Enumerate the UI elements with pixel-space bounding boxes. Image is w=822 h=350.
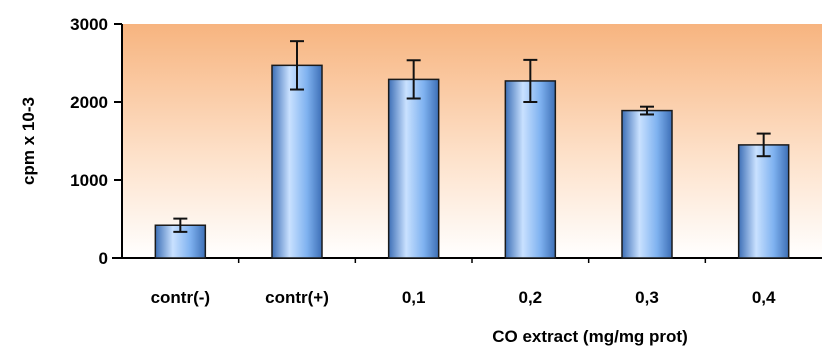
bar xyxy=(737,144,790,259)
y-tick-label: 3000 xyxy=(70,15,108,34)
x-category-label: 0,3 xyxy=(635,288,659,307)
bar xyxy=(504,80,557,259)
x-category-label: 0,2 xyxy=(519,288,543,307)
bar xyxy=(271,64,323,259)
y-axis-title: cpm x 10-3 xyxy=(19,97,38,185)
error-bar xyxy=(406,59,421,100)
error-bar xyxy=(523,58,538,103)
x-category-label: 0,4 xyxy=(752,288,776,307)
x-axis-title: CO extract (mg/mg prot) xyxy=(492,327,688,346)
error-bar xyxy=(756,132,771,158)
bar xyxy=(621,109,673,259)
y-tick-label: 0 xyxy=(99,249,108,268)
x-category-label: 0,1 xyxy=(402,288,426,307)
y-tick-label: 1000 xyxy=(70,171,108,190)
y-axis-ticks: 0 1000 2000 3000 xyxy=(70,15,122,268)
x-axis-labels: contr(-) contr(+) 0,1 0,2 0,3 0,4 xyxy=(151,258,776,307)
y-tick-label: 2000 xyxy=(70,93,108,112)
bars-group xyxy=(154,40,790,259)
error-bar xyxy=(290,40,304,91)
x-category-label: contr(-) xyxy=(151,288,210,307)
x-category-label: contr(+) xyxy=(265,288,329,307)
bar xyxy=(387,78,440,259)
plot-area xyxy=(122,24,822,258)
error-bar xyxy=(173,217,188,233)
error-bar xyxy=(640,105,654,116)
